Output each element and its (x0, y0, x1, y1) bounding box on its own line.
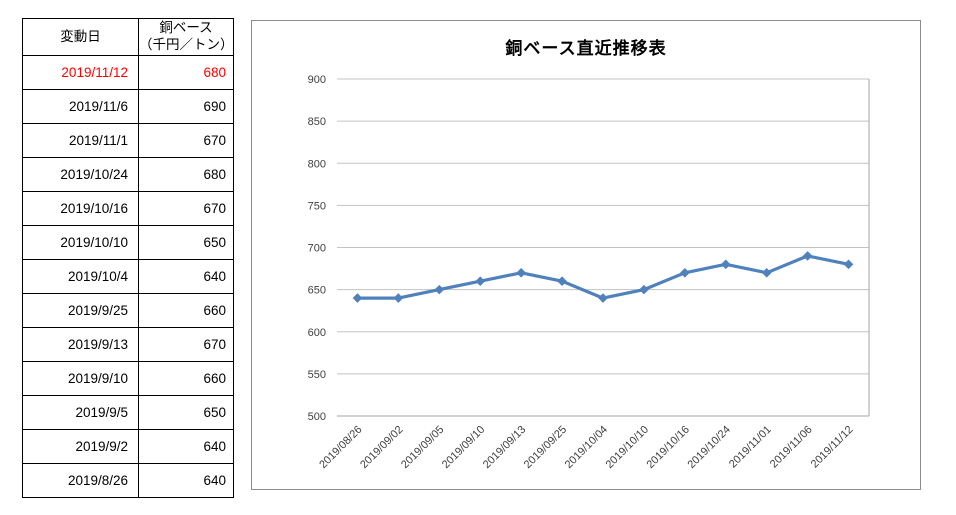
header-value-line2: （千円／トン） (139, 37, 234, 52)
trend-chart: 銅ベース直近推移表 500 550 600 650 700 750 800 850 900 201… (251, 20, 921, 490)
svg-text:2019/11/06: 2019/11/06 (768, 424, 815, 471)
header-value-line1: 銅ベース (159, 20, 213, 36)
date-cell: 2019/10/16 (22, 191, 139, 226)
table-row: 2019/9/10 660 (22, 361, 234, 396)
value-cell: 670 (138, 123, 234, 158)
svg-text:2019/10/16: 2019/10/16 (645, 424, 692, 471)
header-value: 銅ベース （千円／トン） (138, 18, 234, 56)
date-cell: 2019/8/26 (22, 463, 139, 498)
price-table-header-row: 変動日 銅ベース （千円／トン） (22, 18, 234, 56)
table-row: 2019/9/5 650 (22, 395, 234, 430)
svg-text:2019/08/26: 2019/08/26 (317, 424, 364, 471)
svg-text:2019/09/02: 2019/09/02 (358, 424, 405, 471)
header-date: 変動日 (22, 18, 139, 56)
value-cell: 660 (138, 361, 234, 396)
value-cell: 640 (138, 259, 234, 294)
date-cell: 2019/11/12 (22, 55, 139, 90)
date-cell: 2019/9/25 (22, 293, 139, 328)
chart-title: 銅ベース直近推移表 (505, 39, 667, 58)
date-cell: 2019/9/13 (22, 327, 139, 362)
svg-text:550: 550 (308, 369, 326, 381)
svg-text:500: 500 (308, 411, 326, 423)
svg-text:2019/09/25: 2019/09/25 (522, 424, 569, 471)
value-cell: 690 (138, 89, 234, 124)
date-cell: 2019/11/6 (22, 89, 139, 124)
table-row: 2019/10/10 650 (22, 225, 234, 260)
value-cell: 680 (138, 55, 234, 90)
svg-text:850: 850 (308, 116, 326, 128)
svg-text:2019/09/10: 2019/09/10 (440, 424, 487, 471)
table-row: 2019/10/16 670 (22, 191, 234, 226)
svg-text:2019/11/12: 2019/11/12 (809, 424, 856, 471)
price-table: 変動日 銅ベース （千円／トン） 2019/11/12 680 2019/11/6 6… (22, 18, 234, 498)
header-date-label: 変動日 (60, 28, 101, 44)
svg-text:700: 700 (308, 243, 326, 255)
value-cell: 670 (138, 191, 234, 226)
value-cell: 650 (138, 225, 234, 260)
svg-text:750: 750 (308, 200, 326, 212)
value-cell: 680 (138, 157, 234, 192)
date-cell: 2019/10/4 (22, 259, 139, 294)
date-cell: 2019/9/10 (22, 361, 139, 396)
value-cell: 640 (138, 429, 234, 464)
table-row: 2019/8/26 640 (22, 463, 234, 498)
svg-text:800: 800 (308, 158, 326, 170)
table-row: 2019/10/4 640 (22, 259, 234, 294)
table-row: 2019/11/1 670 (22, 123, 234, 158)
svg-text:2019/09/13: 2019/09/13 (481, 424, 528, 471)
svg-text:2019/10/24: 2019/10/24 (686, 424, 733, 471)
table-row: 2019/9/25 660 (22, 293, 234, 328)
table-row: 2019/11/6 690 (22, 89, 234, 124)
value-cell: 650 (138, 395, 234, 430)
table-row: 2019/11/12 680 (22, 55, 234, 90)
line-chart-svg: 5005506006507007508008509002019/08/26201… (308, 74, 870, 471)
svg-text:2019/09/05: 2019/09/05 (399, 424, 446, 471)
svg-text:900: 900 (308, 74, 326, 86)
svg-text:2019/11/01: 2019/11/01 (727, 424, 774, 471)
date-cell: 2019/9/5 (22, 395, 139, 430)
date-cell: 2019/9/2 (22, 429, 139, 464)
value-cell: 660 (138, 293, 234, 328)
date-cell: 2019/10/10 (22, 225, 139, 260)
date-cell: 2019/10/24 (22, 157, 139, 192)
table-row: 2019/9/13 670 (22, 327, 234, 362)
svg-text:600: 600 (308, 327, 326, 339)
svg-text:650: 650 (308, 285, 326, 297)
svg-text:2019/10/10: 2019/10/10 (604, 424, 651, 471)
table-row: 2019/10/24 680 (22, 157, 234, 192)
date-cell: 2019/11/1 (22, 123, 139, 158)
value-cell: 670 (138, 327, 234, 362)
table-row: 2019/9/2 640 (22, 429, 234, 464)
value-cell: 640 (138, 463, 234, 498)
svg-text:2019/10/04: 2019/10/04 (563, 424, 610, 471)
